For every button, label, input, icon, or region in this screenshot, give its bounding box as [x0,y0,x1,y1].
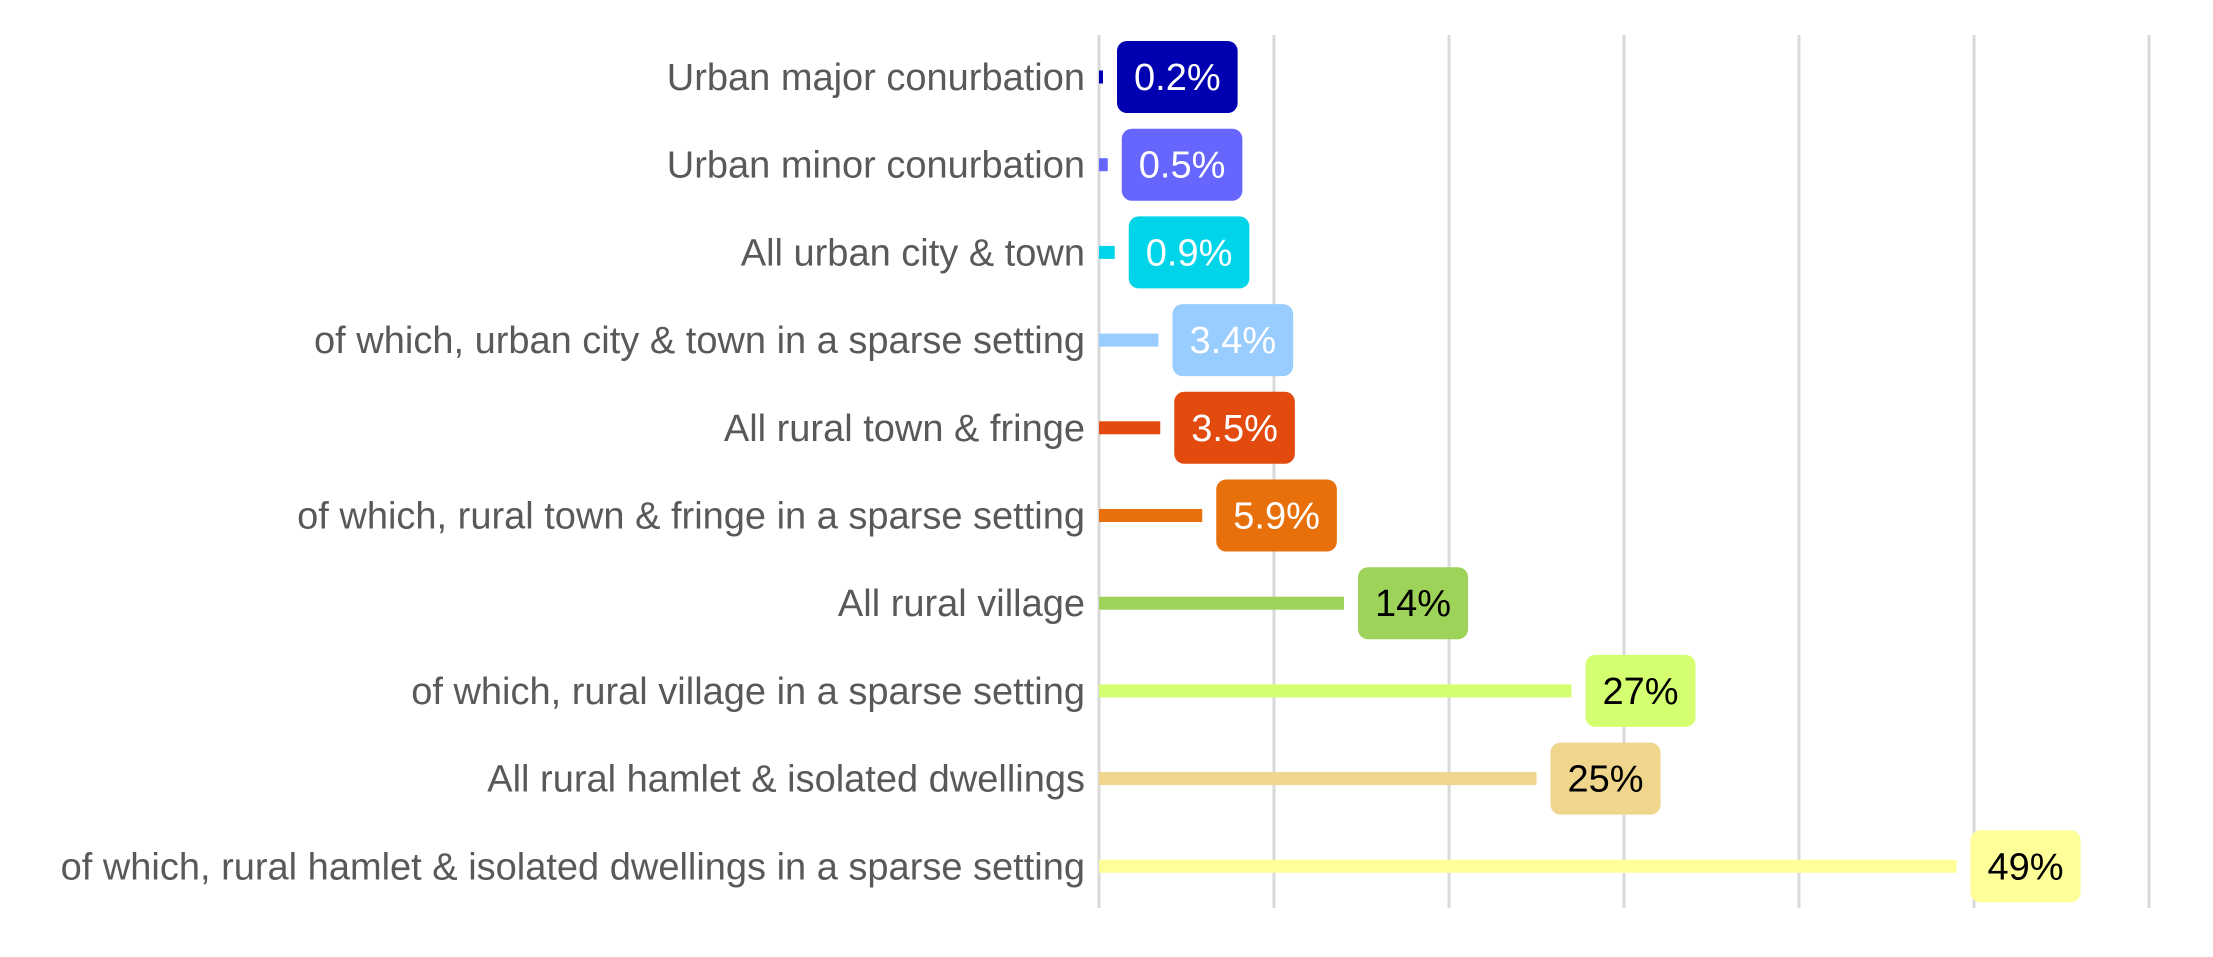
data-label-text: 0.2% [1134,57,1221,99]
data-label: 25% [1550,742,1661,815]
data-label-box [1117,41,1238,113]
data-label-text: 0.5% [1139,145,1226,187]
category-label: All rural village [838,583,1085,625]
bar [1099,596,1344,610]
data-label-box [1128,216,1250,289]
data-label-text: 49% [1988,846,2064,888]
data-label-box [1970,830,2081,903]
category-label: Urban major conurbation [667,57,1085,99]
value-labels: 0.2% 0.5% 0.9% 3.4% 3.5% 5.9% 14% 27% 25% 49% [1117,41,2081,903]
bar [1099,158,1108,172]
category-label: of which, rural village in a sparse sett… [411,671,1085,713]
data-label: 0.2% [1117,41,1238,113]
data-label-box [1585,654,1696,727]
data-label-box [1174,391,1295,464]
data-label-text: 27% [1603,671,1679,713]
bar [1099,684,1572,698]
data-label-text: 14% [1375,583,1451,625]
data-label: 27% [1585,654,1696,727]
bars [1099,70,1957,873]
bar [1099,859,1957,873]
data-label: 49% [1970,830,2081,903]
category-label: of which, urban city & town in a sparse … [314,320,1085,362]
data-label: 14% [1358,567,1469,640]
data-label-text: 3.4% [1190,320,1277,362]
category-label: All rural town & fringe [724,408,1085,450]
bar [1099,70,1103,84]
category-label: Urban minor conurbation [667,145,1085,187]
data-label: 3.4% [1172,304,1294,377]
bar [1099,772,1537,786]
category-label: of which, rural town & fringe in a spars… [297,496,1085,538]
data-label-text: 25% [1568,759,1644,801]
bar [1099,333,1159,347]
data-label-box [1172,304,1294,377]
data-label-text: 0.9% [1146,232,1233,274]
data-label: 3.5% [1174,391,1295,464]
bar [1099,509,1203,522]
data-label-text: 5.9% [1233,496,1320,538]
data-label: 0.5% [1121,128,1243,201]
data-label: 0.9% [1128,216,1250,289]
data-label-box [1550,742,1661,815]
gridlines [1097,35,2151,908]
category-labels: Urban major conurbation Urban minor conur… [61,57,1085,888]
category-label: of which, rural hamlet & isolated dwelli… [61,846,1085,888]
data-label-text: 3.5% [1191,408,1278,450]
category-label: All urban city & town [741,232,1085,274]
bar [1099,245,1115,259]
data-label-box [1358,567,1469,640]
category-label: All rural hamlet & isolated dwellings [487,759,1085,801]
bar [1099,421,1161,435]
data-label: 5.9% [1216,479,1337,552]
data-label-box [1121,128,1243,201]
data-label-box [1216,479,1337,552]
